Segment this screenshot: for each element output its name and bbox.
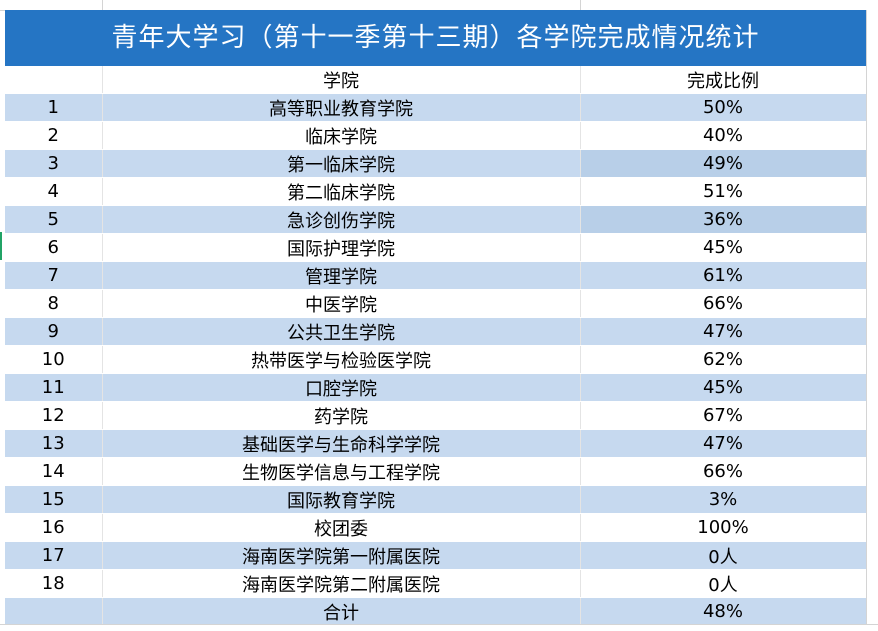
college-cell[interactable]: 临床学院 [102,121,581,150]
index-cell[interactable]: 6 [5,233,103,262]
table-row: 15 国际教育学院 3% [5,485,867,514]
college-cell[interactable]: 管理学院 [102,261,581,290]
header-college-cell[interactable]: 学院 [102,66,581,94]
college-cell[interactable]: 校团委 [102,513,581,542]
college-cell[interactable]: 海南医学院第一附属医院 [102,541,581,570]
ratio-cell[interactable]: 51% [580,177,867,206]
college-cell[interactable]: 第一临床学院 [102,149,581,178]
index-cell[interactable]: 10 [5,345,103,374]
ratio-cell[interactable]: 47% [580,317,867,346]
ratio-cell[interactable]: 100% [580,513,867,542]
ratio-cell[interactable]: 0人 [580,541,867,570]
ratio-cell[interactable]: 49% [580,149,867,178]
ratio-cell[interactable]: 0人 [580,569,867,598]
table-row: 7 管理学院 61% [5,261,867,290]
ratio-cell[interactable]: 50% [580,93,867,122]
index-cell[interactable]: 15 [5,485,103,514]
index-cell[interactable]: 9 [5,317,103,346]
college-cell[interactable]: 生物医学信息与工程学院 [102,457,581,486]
index-cell[interactable]: 7 [5,261,103,290]
total-row: 合计 48% [5,597,867,626]
table-row: 3 第一临床学院 49% [5,149,867,178]
ratio-cell[interactable]: 36% [580,205,867,234]
college-cell[interactable]: 急诊创伤学院 [102,205,581,234]
college-cell[interactable]: 口腔学院 [102,373,581,402]
college-cell[interactable]: 国际护理学院 [102,233,581,262]
header-index-cell[interactable] [5,66,103,94]
index-cell[interactable]: 3 [5,149,103,178]
table-row: 13 基础医学与生命科学学院 47% [5,429,867,458]
sheet-title[interactable]: 青年大学习（第十一季第十三期）各学院完成情况统计 [5,10,866,66]
selection-marker [0,232,2,260]
ratio-cell[interactable]: 47% [580,429,867,458]
ratio-cell[interactable]: 62% [580,345,867,374]
index-cell[interactable]: 13 [5,429,103,458]
header-row: 学院 完成比例 [5,66,867,94]
index-cell[interactable]: 1 [5,93,103,122]
index-cell[interactable]: 5 [5,205,103,234]
ratio-cell[interactable]: 45% [580,233,867,262]
grid-line [580,0,581,10]
index-cell[interactable]: 18 [5,569,103,598]
total-index-cell[interactable] [5,597,103,626]
grid-line [102,0,103,10]
table-row: 18 海南医学院第二附属医院 0人 [5,569,867,598]
ratio-cell[interactable]: 61% [580,261,867,290]
ratio-cell[interactable]: 66% [580,289,867,318]
ratio-cell[interactable]: 40% [580,121,867,150]
index-cell[interactable]: 11 [5,373,103,402]
table-row: 4 第二临床学院 51% [5,177,867,206]
table-row: 17 海南医学院第一附属医院 0人 [5,541,867,570]
index-cell[interactable]: 14 [5,457,103,486]
bottom-grid-strip [0,624,878,631]
college-cell[interactable]: 基础医学与生命科学学院 [102,429,581,458]
college-cell[interactable]: 国际教育学院 [102,485,581,514]
table-row: 12 药学院 67% [5,401,867,430]
college-cell[interactable]: 热带医学与检验医学院 [102,345,581,374]
college-cell[interactable]: 公共卫生学院 [102,317,581,346]
index-cell[interactable]: 4 [5,177,103,206]
index-cell[interactable]: 2 [5,121,103,150]
ratio-cell[interactable]: 66% [580,457,867,486]
completion-table: 学院 完成比例 1 高等职业教育学院 50% 2 临床学院 40% 3 第一临床… [5,66,867,626]
table-row: 14 生物医学信息与工程学院 66% [5,457,867,486]
table-row: 16 校团委 100% [5,513,867,542]
total-label-cell[interactable]: 合计 [102,597,581,626]
college-cell[interactable]: 中医学院 [102,289,581,318]
ratio-cell[interactable]: 67% [580,401,867,430]
college-cell[interactable]: 第二临床学院 [102,177,581,206]
college-cell[interactable]: 药学院 [102,401,581,430]
total-ratio-cell[interactable]: 48% [580,597,867,626]
index-cell[interactable]: 12 [5,401,103,430]
table-row: 5 急诊创伤学院 36% [5,205,867,234]
table-row: 10 热带医学与检验医学院 62% [5,345,867,374]
index-cell[interactable]: 16 [5,513,103,542]
ratio-cell[interactable]: 45% [580,373,867,402]
table-row: 9 公共卫生学院 47% [5,317,867,346]
header-ratio-cell[interactable]: 完成比例 [580,66,867,94]
ratio-cell[interactable]: 3% [580,485,867,514]
index-cell[interactable]: 17 [5,541,103,570]
right-gutter [866,10,878,630]
college-cell[interactable]: 海南医学院第二附属医院 [102,569,581,598]
table-row: 8 中医学院 66% [5,289,867,318]
table-row: 1 高等职业教育学院 50% [5,93,867,122]
table-row: 2 临床学院 40% [5,121,867,150]
college-cell[interactable]: 高等职业教育学院 [102,93,581,122]
table-row: 11 口腔学院 45% [5,373,867,402]
index-cell[interactable]: 8 [5,289,103,318]
table-row: 6 国际护理学院 45% [5,233,867,262]
